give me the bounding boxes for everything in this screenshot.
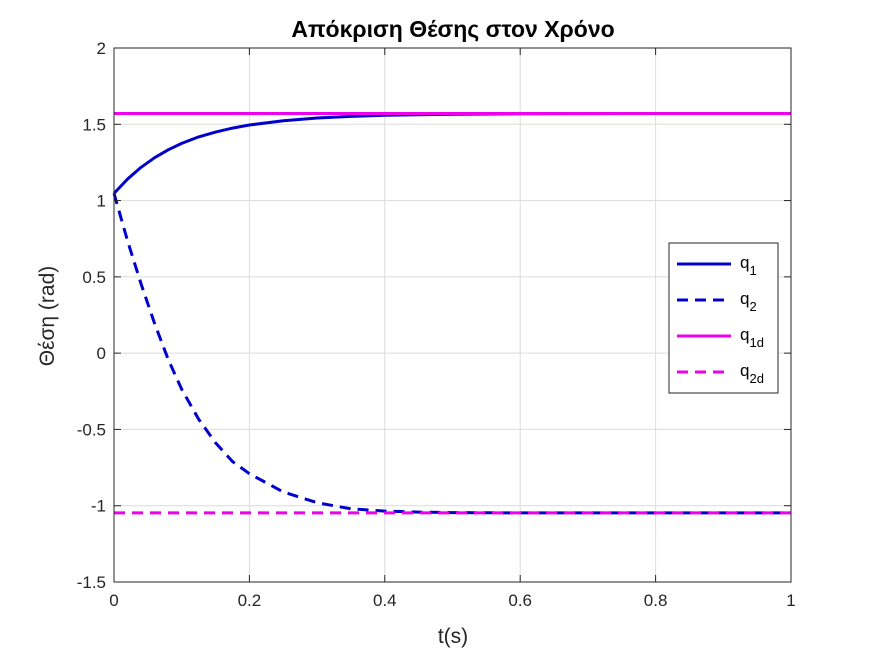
y-tick-label: 2 [97, 39, 106, 58]
ticks: 0 0.2 0.4 0.6 0.8 1 -1.5 -1 -0.5 0 0.5 1 1.5 2 [77, 39, 796, 610]
series-group [112, 112, 791, 515]
legend: q1 q2 q1d q2d [668, 242, 779, 394]
x-tick-label: 0.2 [238, 591, 262, 610]
y-tick-label: 1.5 [82, 115, 106, 134]
y-tick-label: -1.5 [77, 573, 106, 592]
legend-box [668, 242, 779, 394]
y-tick-label: -0.5 [77, 420, 106, 439]
y-tick-label: -1 [91, 497, 106, 516]
chart-title: Απόκριση Θέσης στον Χρόνο [291, 16, 614, 42]
legend-label-q1d: q1d [740, 325, 764, 350]
legend-label-q2: q2 [740, 289, 757, 314]
x-tick-label: 0.8 [644, 591, 668, 610]
plot-frame [113, 47, 792, 583]
y-tick-label: 0 [97, 344, 106, 363]
y-tick-label: 1 [97, 192, 106, 211]
x-tick-label: 0.6 [508, 591, 532, 610]
legend-label-q1: q1 [740, 253, 757, 278]
x-tick-label: 1 [786, 591, 795, 610]
x-axis-label: t(s) [438, 625, 468, 648]
y-axis-label: Θέση (rad) [36, 266, 59, 367]
y-tick-label: 0.5 [82, 268, 106, 287]
x-tick-label: 0 [109, 591, 118, 610]
legend-label-q2d: q2d [740, 361, 764, 386]
x-tick-label: 0.4 [373, 591, 397, 610]
